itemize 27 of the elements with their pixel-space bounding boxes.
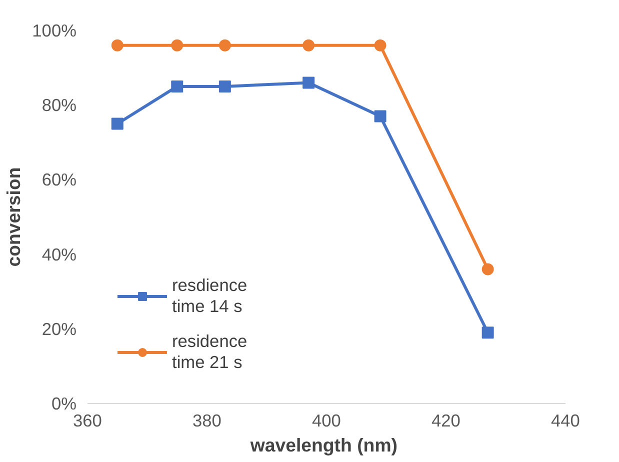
y-tick-label: 20%: [42, 318, 77, 339]
point: [302, 39, 315, 52]
y-tick-label: 60%: [42, 170, 77, 190]
point: [302, 76, 315, 89]
x-tick-label: 400: [312, 410, 341, 430]
point: [482, 326, 494, 339]
x-tick-label: 420: [432, 410, 460, 430]
y-tick-label: 80%: [42, 95, 77, 116]
point: [171, 39, 184, 52]
y-axis-title: conversion: [3, 167, 24, 267]
point: [374, 39, 386, 52]
y-tick-label: 0%: [51, 394, 76, 414]
point: [111, 118, 124, 130]
y-tick-label: 40%: [42, 244, 77, 264]
point: [482, 263, 494, 276]
x-tick-label: 380: [192, 410, 222, 430]
legend-label: residence time 21 s: [172, 331, 248, 373]
legend-label: resdience time 14 s: [172, 275, 248, 317]
point: [111, 39, 124, 52]
point: [218, 80, 231, 92]
point: [374, 110, 386, 122]
x-tick-label: 440: [551, 410, 580, 430]
point: [218, 39, 231, 52]
x-tick-label: 360: [73, 410, 102, 430]
y-tick-label: 100%: [32, 20, 77, 40]
x-axis-title: wavelength (nm): [249, 434, 398, 456]
point: [171, 80, 184, 92]
